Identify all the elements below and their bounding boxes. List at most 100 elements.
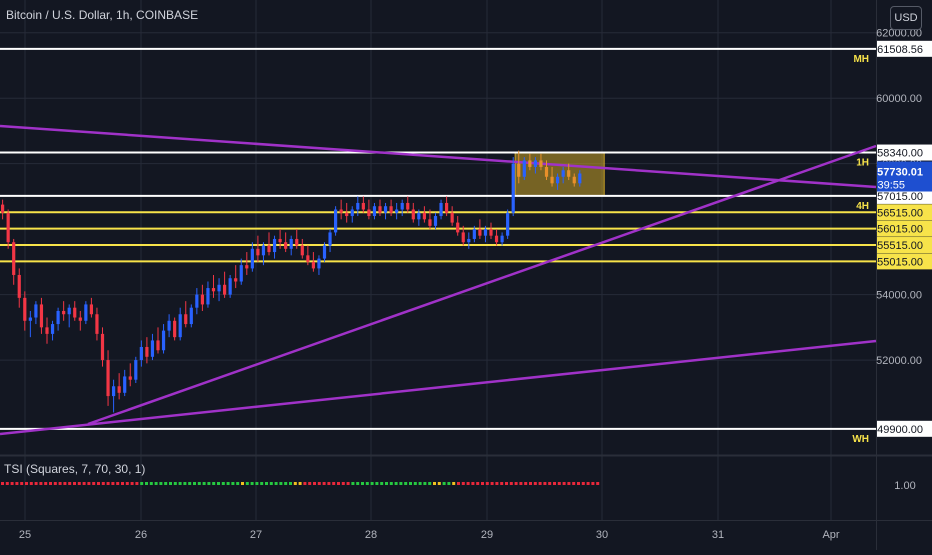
candle-body xyxy=(223,284,227,295)
x-tick-label: 29 xyxy=(481,529,493,541)
tsi-square xyxy=(92,482,96,485)
tsi-square xyxy=(197,482,201,485)
tsi-square xyxy=(313,482,316,485)
tsi-square xyxy=(509,482,513,485)
tsi-square xyxy=(428,482,432,485)
tsi-square xyxy=(130,482,134,485)
candle-body xyxy=(489,229,493,236)
tsi-square xyxy=(437,482,441,485)
y-tick-label: 62000.00 xyxy=(876,28,922,40)
tsi-square xyxy=(241,482,244,485)
x-tick-label: 30 xyxy=(596,529,608,541)
tsi-square xyxy=(548,482,552,485)
tsi-square xyxy=(572,482,576,485)
tsi-square xyxy=(404,482,408,485)
trend-line-lower xyxy=(0,339,877,436)
level-price-label: 55515.00 xyxy=(877,240,923,252)
current-price-label: 57730.01 xyxy=(877,167,923,179)
candle-body xyxy=(567,170,571,177)
highlight-zone xyxy=(514,152,605,197)
tsi-square xyxy=(303,482,307,485)
candle-body xyxy=(400,202,404,210)
tsi-square xyxy=(351,482,355,485)
candle-body xyxy=(328,232,332,246)
candle-body xyxy=(417,212,421,220)
candle-body xyxy=(350,209,354,217)
level-price-label: 58340.00 xyxy=(877,148,923,160)
tsi-square xyxy=(269,482,273,485)
indicator-label: TSI (Squares, 7, 70, 30, 1) xyxy=(4,462,146,476)
level-price-tag xyxy=(877,253,932,270)
candle-body xyxy=(128,376,132,380)
candle-body xyxy=(578,173,582,184)
candle-body xyxy=(289,238,293,249)
tsi-square xyxy=(68,482,72,485)
candle-body xyxy=(378,206,382,213)
x-tick-label: Apr xyxy=(822,529,839,541)
candle-body xyxy=(272,238,277,253)
tsi-square xyxy=(116,482,120,485)
tsi-square xyxy=(317,482,321,485)
y-tick-label: 60000.00 xyxy=(876,93,922,105)
level-price-label: 57015.00 xyxy=(877,191,923,203)
currency-button[interactable]: USD xyxy=(890,6,922,30)
tsi-square xyxy=(207,482,211,485)
candle-body xyxy=(217,284,221,292)
tsi-square xyxy=(461,482,465,485)
level-price-label: 61508.56 xyxy=(877,44,923,56)
candle-body xyxy=(372,206,377,217)
tsi-square xyxy=(44,482,48,485)
candle-body xyxy=(145,346,149,357)
candle-body xyxy=(39,304,44,328)
tsi-square xyxy=(519,482,523,485)
tsi-square xyxy=(591,482,595,485)
x-tick-label: 26 xyxy=(135,529,147,541)
tsi-square xyxy=(442,482,446,485)
candle-body xyxy=(45,327,49,334)
candle-body xyxy=(494,235,499,243)
tsi-square xyxy=(145,482,148,485)
tsi-square xyxy=(557,482,561,485)
candle-body xyxy=(95,314,99,334)
candle-body xyxy=(6,212,10,243)
y-tick-label: 52000.00 xyxy=(876,355,922,367)
candle-body xyxy=(256,248,260,256)
tsi-square xyxy=(505,482,508,485)
tsi-square xyxy=(389,482,393,485)
tsi-square xyxy=(370,482,374,485)
tsi-square xyxy=(533,482,537,485)
candle-body xyxy=(478,229,482,236)
candle-body xyxy=(356,202,360,210)
tsi-square xyxy=(121,482,124,485)
tsi-square xyxy=(274,482,278,485)
candle-body xyxy=(550,176,554,184)
tsi-square xyxy=(217,482,220,485)
level-price-tag xyxy=(877,204,932,221)
tsi-square xyxy=(20,482,24,485)
tsi-square xyxy=(538,482,542,485)
tsi-square xyxy=(337,482,340,485)
x-tick-label: 28 xyxy=(365,529,377,541)
tsi-square xyxy=(260,482,264,485)
tsi-square xyxy=(490,482,494,485)
tsi-square xyxy=(221,482,225,485)
candle-body xyxy=(206,288,210,305)
candle-body xyxy=(239,265,243,282)
candle-body xyxy=(300,245,304,256)
tsi-square xyxy=(471,482,475,485)
tsi-square xyxy=(529,482,532,485)
candle-body xyxy=(50,324,55,334)
trend-line-upper xyxy=(0,124,877,189)
candle-body xyxy=(295,238,299,246)
level-price-tag xyxy=(877,40,932,57)
candle-body xyxy=(483,229,488,236)
candle-body xyxy=(17,274,21,298)
candle-body xyxy=(284,242,288,249)
countdown-label: 39:55 xyxy=(877,180,905,192)
tsi-square xyxy=(341,482,345,485)
candle-body xyxy=(200,294,204,305)
candle-body xyxy=(245,265,249,269)
tsi-square xyxy=(49,482,52,485)
